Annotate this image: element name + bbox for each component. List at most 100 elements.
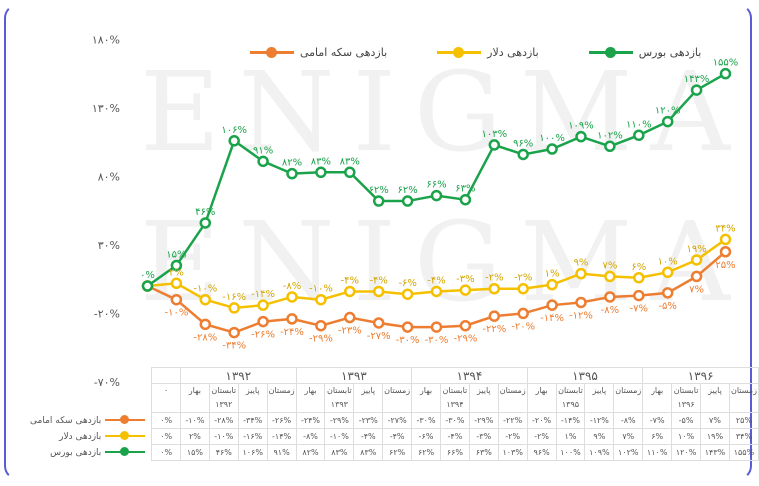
y-tick-label: ۱۸۰%	[92, 33, 120, 46]
data-point	[517, 282, 529, 295]
table-cell: -۲۲%	[497, 412, 528, 429]
data-point	[575, 296, 587, 309]
data-point	[633, 129, 645, 142]
table-cell: ۰%	[151, 412, 181, 429]
data-point	[344, 311, 356, 324]
season-cell: تابستان ۱۳۹۲	[208, 383, 239, 413]
y-tick-label: ۱۳۰%	[92, 102, 120, 115]
table-cell: -۵%	[671, 412, 702, 429]
row-label: بازدهی سکه امامی	[30, 413, 152, 429]
dollar-swatch-icon	[437, 47, 482, 58]
year-header: ۱۳۹۲	[180, 367, 297, 384]
table-cell: -۲۹%	[324, 412, 355, 429]
data-point	[344, 285, 356, 298]
coin-swatch-icon	[250, 47, 294, 58]
data-point	[690, 270, 703, 283]
season-cell: پاییز	[584, 383, 615, 413]
data-label: ۱۰۰%	[539, 133, 565, 144]
table-cell: ۹%	[584, 428, 615, 445]
data-point	[661, 287, 674, 299]
data-label: ۶۲%	[369, 185, 389, 196]
data-point	[517, 148, 529, 161]
data-point	[488, 310, 501, 322]
year-header: ۱۳۹۳	[295, 367, 413, 384]
season-cell: پاییز	[700, 383, 730, 413]
table-cell: -۴%	[439, 428, 470, 445]
data-label: ۱۰۶%	[221, 125, 247, 136]
data-label: -۶%	[398, 278, 416, 289]
data-label: ۹۶%	[513, 138, 533, 149]
data-label: ۱۴۳%	[684, 74, 710, 85]
data-point	[170, 277, 183, 290]
table-cell: -۲%	[497, 428, 528, 445]
data-point	[372, 285, 385, 298]
empty-cell	[30, 384, 152, 413]
data-label: -۲۷%	[367, 331, 391, 342]
data-label: ۰%	[140, 270, 155, 281]
table-cell: -۲۰%	[526, 412, 557, 429]
y-tick-label: -۲۰%	[94, 307, 120, 320]
data-label: -۱۴%	[540, 313, 564, 324]
data-label: -۲۹%	[453, 334, 477, 345]
data-label: ۱۰۲%	[597, 130, 623, 141]
table-cell: -۱۰%	[324, 428, 355, 445]
table-cell: -۲۴%	[295, 412, 326, 429]
table-cell: ۸۳%	[353, 444, 384, 461]
season-cell: پاییز	[468, 383, 499, 413]
data-point	[286, 291, 298, 303]
data-label: -۲%	[485, 273, 503, 284]
data-point	[517, 307, 529, 320]
data-label: ۴۶%	[195, 207, 215, 218]
season-cell: زمستان	[613, 383, 644, 413]
table-cell: ۲%	[180, 428, 210, 445]
table-cell: -۲۶%	[266, 412, 297, 429]
season-cell: ۰	[151, 383, 181, 413]
table-cell: -۱۰%	[180, 412, 210, 429]
year-header: ۱۳۹۴	[411, 367, 528, 384]
data-point	[459, 193, 472, 206]
year-header: ۱۳۹۵	[526, 367, 644, 384]
data-point	[459, 284, 472, 296]
data-label: -۳۰%	[425, 335, 449, 346]
table-cell: -۳۴%	[237, 412, 268, 429]
data-label: ۱۵۵%	[713, 58, 739, 69]
table-cell: -۲۳%	[353, 412, 384, 429]
data-point	[546, 143, 558, 155]
table-cell: ۶۲%	[382, 444, 413, 461]
table-cell: ۹۱%	[266, 444, 297, 461]
data-label: ۶۶%	[426, 180, 446, 191]
data-label: -۲۲%	[482, 324, 506, 335]
data-label: -۲۴%	[280, 327, 304, 338]
data-label: ۱۵%	[166, 249, 186, 260]
data-label: -۴%	[369, 275, 387, 286]
data-label: ۸۳%	[340, 156, 360, 167]
data-point	[315, 166, 327, 179]
table-cell: ۱۰۶%	[237, 444, 268, 461]
season-cell: تابستان ۱۳۹۴	[439, 383, 470, 413]
data-point	[257, 315, 269, 328]
data-table: ۱۳۹۲ ۱۳۹۳ ۱۳۹۴ ۱۳۹۵ ۱۳۹۶ ۰ بهار تابستان ۱۳۹۲ پایی…	[30, 367, 759, 461]
table-cell: ۰%	[151, 444, 181, 461]
chart-frame	[4, 4, 752, 480]
data-label: -۷%	[630, 304, 648, 315]
data-label: -۳۰%	[396, 335, 420, 346]
table-cell: -۴%	[382, 428, 413, 445]
table-cell: ۸۲%	[295, 444, 326, 461]
table-cell: -۱۲%	[584, 412, 615, 429]
legend-item-stock: بازدهی بورس	[588, 46, 702, 59]
data-point	[633, 272, 645, 284]
data-label: ۲%	[169, 267, 184, 278]
data-label: -۲۸%	[193, 332, 217, 343]
series-swatch-icon	[105, 447, 146, 456]
data-label: -۲۶%	[251, 330, 275, 341]
table-cell: ۷%	[613, 428, 644, 445]
data-point	[286, 167, 298, 180]
data-point	[430, 321, 443, 333]
legend-label: بازدهی بورس	[638, 46, 702, 59]
data-label: ۱۲۰%	[655, 106, 681, 117]
table-cell: -۱۰%	[208, 428, 239, 445]
data-point	[315, 293, 327, 306]
table-cell: -۲۸%	[208, 412, 239, 429]
data-point	[257, 299, 269, 311]
table-cell: -۱۶%	[237, 428, 268, 445]
